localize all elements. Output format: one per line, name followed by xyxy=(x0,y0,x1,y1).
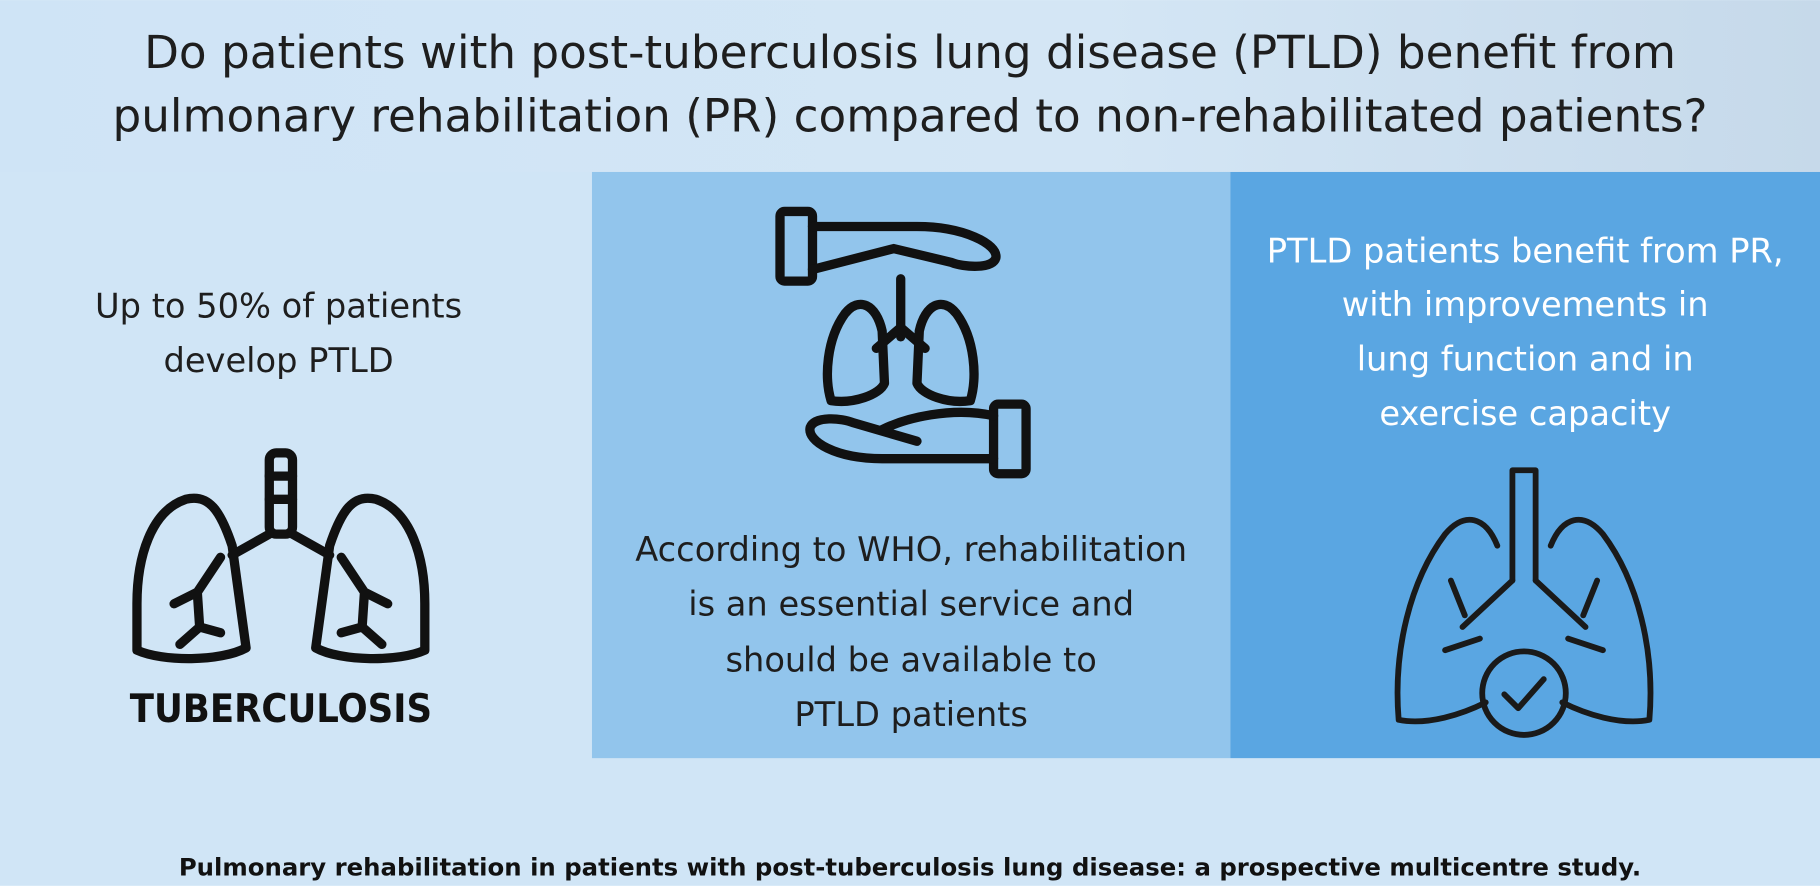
panel-text: exercise capacity xyxy=(1379,394,1671,433)
lungs-check-icon xyxy=(1394,467,1654,738)
panel-text: develop PTLD xyxy=(163,341,393,380)
lungs-icon xyxy=(132,448,430,664)
panel-text: is an essential service and xyxy=(688,585,1134,624)
panel-text: Up to 50% of patients xyxy=(95,286,462,325)
panel-text: lung function and in xyxy=(1357,340,1694,379)
title-line: Do patients with post-tuberculosis lung … xyxy=(144,26,1676,79)
middle-panel xyxy=(591,171,1231,759)
footer: Pulmonary rehabilitation in patients wit… xyxy=(179,852,1641,881)
right-panel xyxy=(1230,171,1820,759)
panel-text: According to WHO, rehabilitation xyxy=(635,530,1187,569)
title-band xyxy=(0,0,1820,172)
title-line: pulmonary rehabilitation (PR) compared t… xyxy=(112,90,1707,143)
panel-text: should be available to xyxy=(725,640,1096,679)
icon-label: TUBERCULOSIS xyxy=(130,686,432,732)
panel-text: with improvements in xyxy=(1342,285,1709,324)
hands-lungs-icon xyxy=(775,206,1031,479)
panel-text: PTLD patients xyxy=(794,695,1028,734)
panel-text: PTLD patients benefit from PR, xyxy=(1267,232,1784,271)
